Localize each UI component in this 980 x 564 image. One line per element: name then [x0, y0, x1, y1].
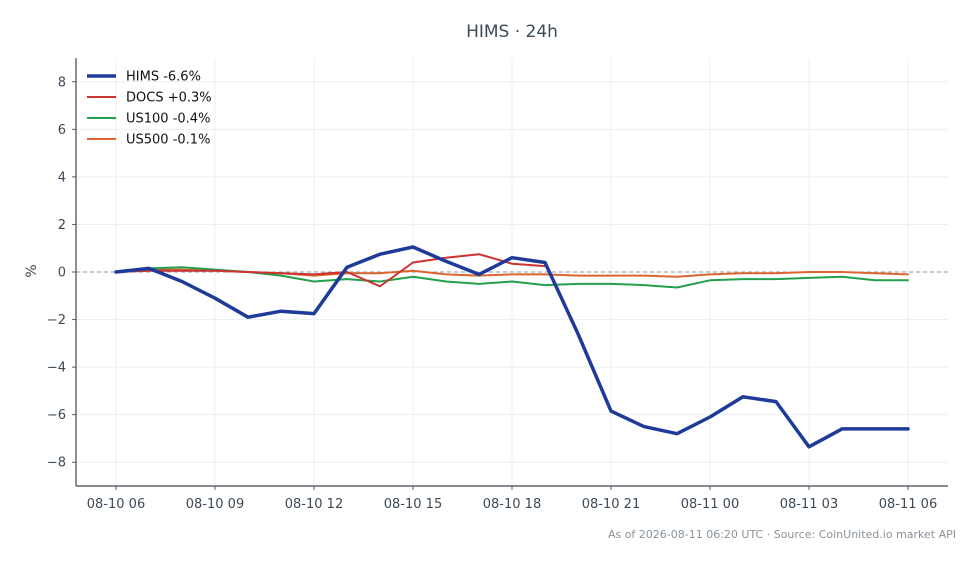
grid	[76, 58, 948, 486]
source-footer: As of 2026-08-11 06:20 UTC · Source: Coi…	[608, 528, 956, 541]
legend-label-0: HIMS -6.6%	[126, 70, 201, 85]
y-tick-label: 0	[58, 266, 66, 281]
y-tick-label: 6	[58, 123, 66, 138]
chart-title: HIMS · 24h	[466, 22, 558, 42]
series-line-0	[114, 245, 910, 449]
y-tick-label: 8	[58, 75, 66, 90]
x-tick-label: 08-11 00	[681, 497, 739, 512]
legend-label-1: DOCS +0.3%	[126, 91, 212, 106]
legend-label-2: US100 -0.4%	[126, 112, 210, 127]
x-tick-label: 08-10 21	[582, 497, 640, 512]
x-tick-label: 08-10 18	[483, 497, 541, 512]
x-tick-label: 08-10 06	[87, 497, 145, 512]
x-tick-label: 08-10 09	[186, 497, 244, 512]
y-tick-label: 4	[58, 170, 66, 185]
legend-label-3: US500 -0.1%	[126, 133, 210, 148]
y-tick-label: −2	[47, 313, 66, 328]
series-lines	[114, 245, 910, 449]
y-axis-label: %	[24, 264, 40, 277]
x-tick-label: 08-10 15	[384, 497, 442, 512]
y-tick-label: −6	[47, 408, 66, 423]
y-tick-label: −4	[47, 361, 66, 376]
y-tick-label: 2	[58, 218, 66, 233]
x-tick-label: 08-10 12	[285, 497, 343, 512]
x-tick-label: 08-11 03	[780, 497, 838, 512]
x-tick-label: 08-11 06	[879, 497, 937, 512]
legend: HIMS -6.6% DOCS +0.3% US100 -0.4% US500 -0.…	[87, 70, 212, 148]
axes: 8 6 4 2 0 −2 −4 −6 −8 08-10 06 08-10 09 08-10 12 08-…	[47, 58, 948, 512]
y-tick-label: −8	[47, 456, 66, 471]
series-line-1	[115, 253, 546, 288]
